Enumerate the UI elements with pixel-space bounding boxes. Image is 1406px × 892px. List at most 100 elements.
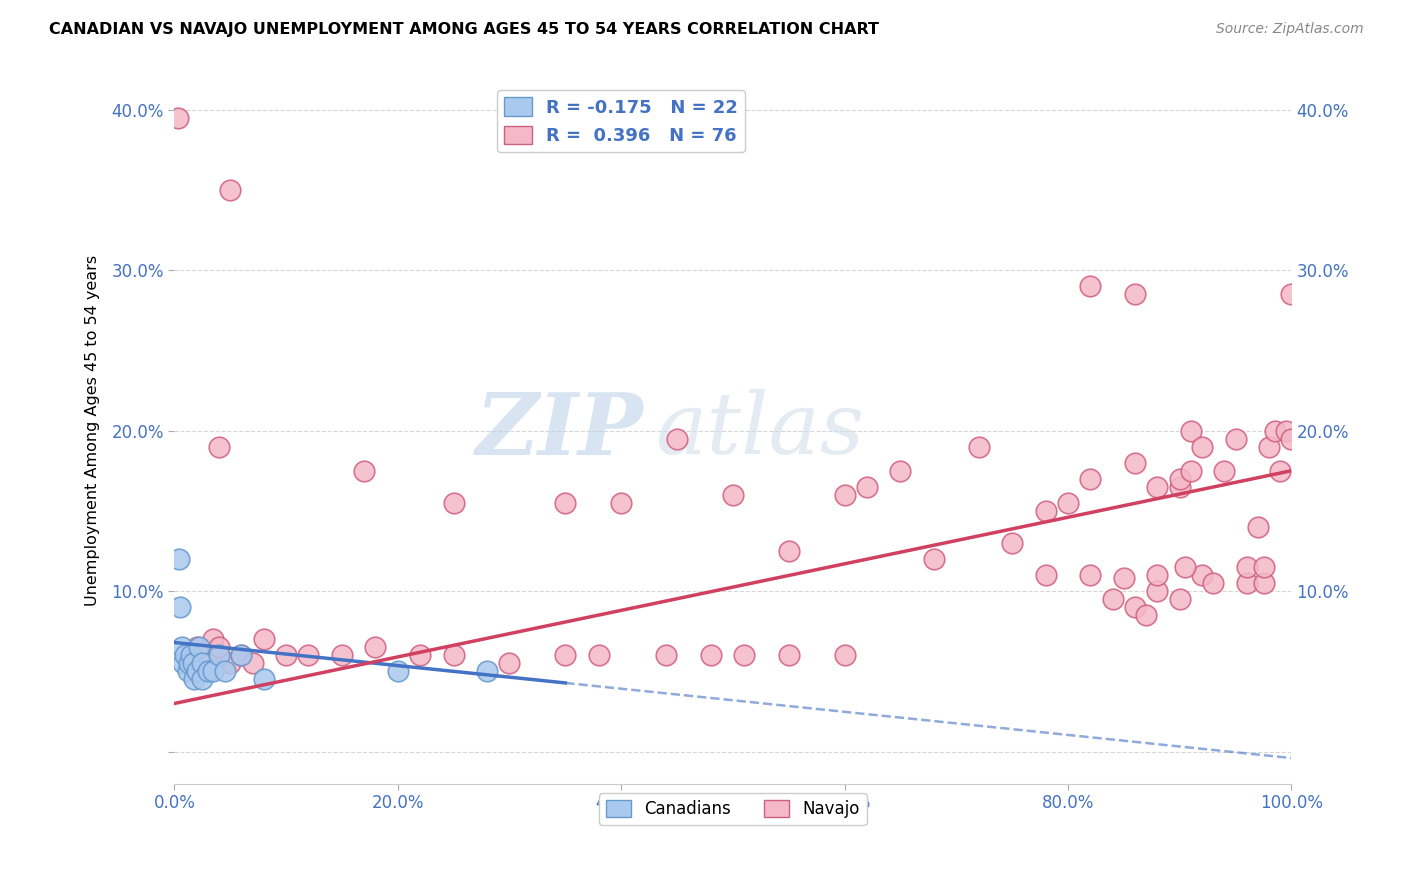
Point bbox=[1225, 432, 1247, 446]
Point bbox=[554, 648, 576, 663]
Point bbox=[1123, 456, 1146, 470]
Point bbox=[610, 496, 633, 510]
Point bbox=[1247, 520, 1270, 534]
Point bbox=[1057, 496, 1080, 510]
Text: CANADIAN VS NAVAJO UNEMPLOYMENT AMONG AGES 45 TO 54 YEARS CORRELATION CHART: CANADIAN VS NAVAJO UNEMPLOYMENT AMONG AG… bbox=[49, 22, 879, 37]
Point bbox=[208, 440, 231, 454]
Point bbox=[208, 648, 231, 663]
Point bbox=[219, 657, 242, 671]
Point bbox=[1001, 536, 1024, 550]
Point bbox=[1168, 472, 1191, 486]
Point bbox=[180, 648, 202, 663]
Point bbox=[1275, 424, 1298, 438]
Point bbox=[1281, 432, 1303, 446]
Point bbox=[778, 648, 800, 663]
Point bbox=[699, 648, 721, 663]
Point bbox=[177, 657, 200, 671]
Point bbox=[242, 657, 264, 671]
Point bbox=[655, 648, 678, 663]
Point bbox=[191, 673, 214, 687]
Point bbox=[666, 432, 689, 446]
Point bbox=[172, 657, 194, 671]
Point bbox=[274, 648, 297, 663]
Point bbox=[443, 648, 465, 663]
Point bbox=[856, 480, 879, 494]
Point bbox=[253, 673, 276, 687]
Legend: Canadians, Navajo: Canadians, Navajo bbox=[599, 793, 866, 825]
Point bbox=[1253, 576, 1275, 591]
Point bbox=[1168, 592, 1191, 607]
Point bbox=[297, 648, 319, 663]
Point bbox=[778, 544, 800, 558]
Point bbox=[1213, 464, 1236, 478]
Point bbox=[409, 648, 432, 663]
Point bbox=[186, 665, 208, 679]
Point bbox=[1180, 424, 1202, 438]
Point bbox=[1135, 608, 1157, 623]
Text: ZIP: ZIP bbox=[475, 389, 644, 473]
Point bbox=[1202, 576, 1225, 591]
Point bbox=[1191, 568, 1213, 582]
Point bbox=[1035, 568, 1057, 582]
Point bbox=[588, 648, 610, 663]
Point bbox=[554, 496, 576, 510]
Point bbox=[330, 648, 353, 663]
Point bbox=[186, 640, 208, 655]
Point bbox=[1236, 576, 1258, 591]
Point bbox=[183, 673, 205, 687]
Point bbox=[1112, 571, 1135, 585]
Point bbox=[214, 665, 236, 679]
Point bbox=[1146, 568, 1168, 582]
Point bbox=[387, 665, 409, 679]
Point bbox=[166, 111, 188, 125]
Point bbox=[1080, 568, 1102, 582]
Point bbox=[1236, 560, 1258, 574]
Point bbox=[169, 600, 191, 615]
Point bbox=[1080, 279, 1102, 293]
Point bbox=[1146, 584, 1168, 599]
Point bbox=[364, 640, 387, 655]
Point bbox=[889, 464, 911, 478]
Point bbox=[1123, 287, 1146, 301]
Point bbox=[197, 657, 219, 671]
Point bbox=[1180, 464, 1202, 478]
Point bbox=[219, 183, 242, 197]
Point bbox=[1080, 472, 1102, 486]
Point bbox=[1174, 560, 1197, 574]
Point bbox=[1123, 600, 1146, 615]
Point bbox=[967, 440, 990, 454]
Point bbox=[1264, 424, 1286, 438]
Point bbox=[834, 488, 856, 502]
Point bbox=[187, 640, 209, 655]
Point bbox=[1258, 440, 1281, 454]
Point bbox=[353, 464, 375, 478]
Point bbox=[1253, 560, 1275, 574]
Point bbox=[721, 488, 744, 502]
Point bbox=[922, 552, 945, 566]
Point bbox=[231, 648, 253, 663]
Point bbox=[191, 657, 214, 671]
Point bbox=[1191, 440, 1213, 454]
Point bbox=[1270, 464, 1292, 478]
Point bbox=[1168, 480, 1191, 494]
Point bbox=[197, 665, 219, 679]
Point bbox=[172, 640, 194, 655]
Point bbox=[202, 665, 225, 679]
Point bbox=[443, 496, 465, 510]
Point bbox=[167, 552, 190, 566]
Point bbox=[1281, 287, 1303, 301]
Point bbox=[475, 665, 498, 679]
Point bbox=[498, 657, 520, 671]
Point bbox=[231, 648, 253, 663]
Point bbox=[733, 648, 755, 663]
Point bbox=[177, 665, 200, 679]
Point bbox=[181, 657, 204, 671]
Text: Source: ZipAtlas.com: Source: ZipAtlas.com bbox=[1216, 22, 1364, 37]
Point bbox=[1146, 480, 1168, 494]
Point bbox=[834, 648, 856, 663]
Point bbox=[1101, 592, 1123, 607]
Point bbox=[208, 640, 231, 655]
Point bbox=[253, 632, 276, 647]
Point bbox=[174, 648, 197, 663]
Y-axis label: Unemployment Among Ages 45 to 54 years: Unemployment Among Ages 45 to 54 years bbox=[86, 255, 100, 607]
